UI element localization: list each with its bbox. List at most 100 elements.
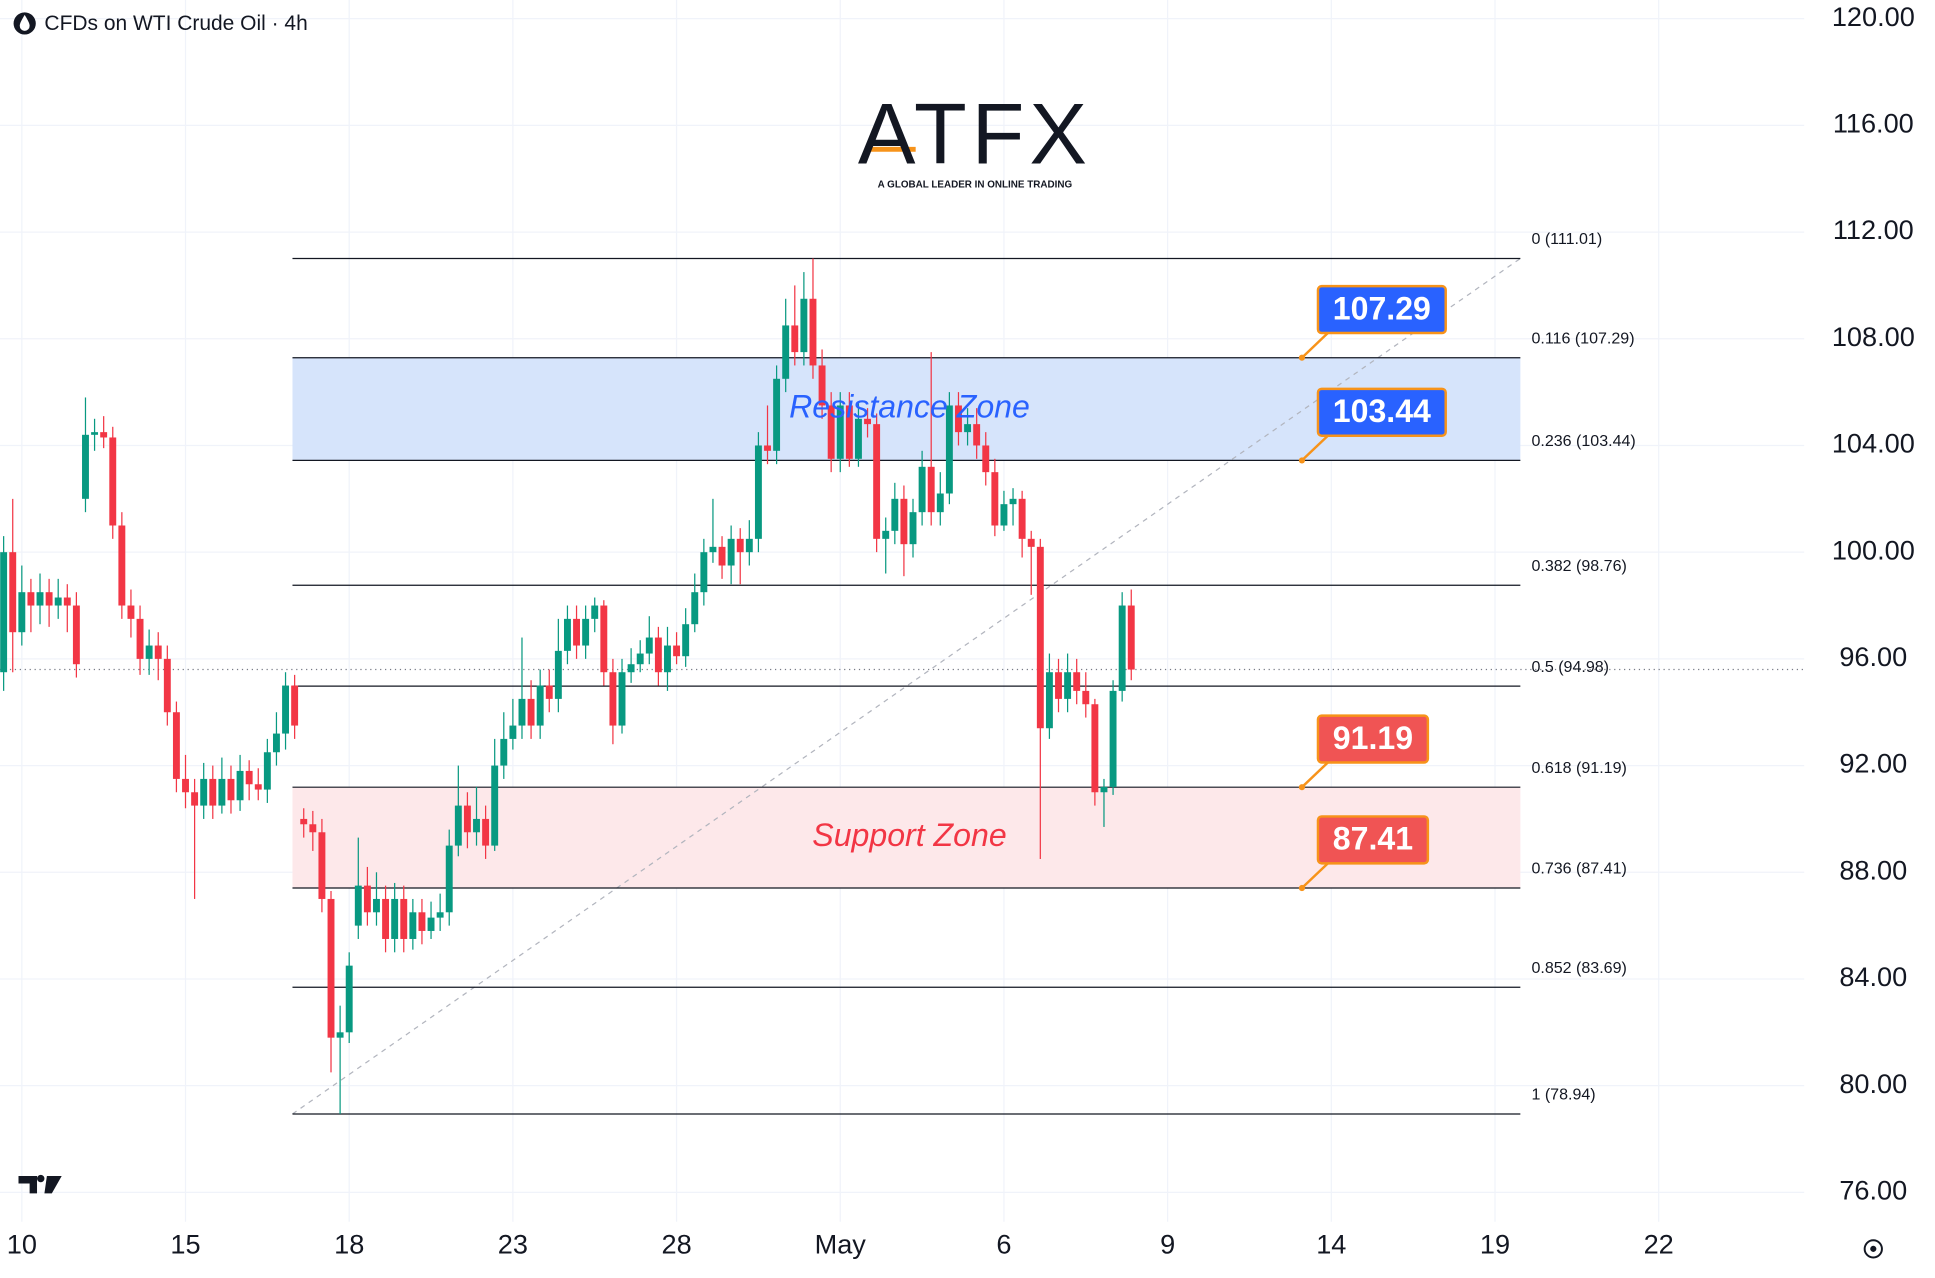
candle-body — [854, 418, 862, 459]
candle-body — [363, 885, 371, 913]
fib-label: 1 (78.94) — [1531, 1086, 1595, 1104]
fib-label: 0.116 (107.29) — [1531, 329, 1634, 347]
candle-body — [1018, 498, 1026, 539]
tag-pointer — [1301, 434, 1329, 462]
candle-body — [327, 898, 335, 1038]
candle-body — [209, 778, 217, 806]
price-tag — [1316, 284, 1447, 335]
candle-body — [418, 912, 426, 931]
candle-body — [200, 778, 208, 806]
candle-body — [536, 685, 544, 726]
candle-body — [973, 424, 981, 446]
x-tick-label: 10 — [7, 1229, 37, 1260]
candle-body — [27, 592, 35, 606]
x-tick-label: 14 — [1316, 1229, 1346, 1260]
tag-pointer — [1301, 332, 1329, 359]
candle-body — [700, 552, 708, 593]
candle-body — [218, 778, 226, 806]
candle-body — [718, 546, 726, 566]
candle-body — [1009, 498, 1017, 505]
candle-body — [827, 405, 835, 459]
candle-body — [682, 624, 690, 657]
y-tick-label: 80.00 — [1839, 1068, 1907, 1099]
tradingview-logo — [18, 1174, 62, 1194]
candle-body — [0, 552, 8, 673]
candle-body — [500, 738, 508, 766]
candle-body — [1073, 672, 1081, 691]
candle-body — [145, 645, 153, 659]
candle-body — [473, 818, 480, 833]
candle-body — [754, 445, 762, 539]
candle-body — [936, 493, 944, 513]
candle-body — [54, 597, 62, 606]
y-tick-label: 108.00 — [1832, 321, 1915, 352]
candle-body — [336, 1032, 344, 1038]
fib-label: 0.618 (91.19) — [1531, 759, 1626, 777]
candle-body — [773, 378, 781, 451]
candle-body — [609, 672, 617, 726]
candle-body — [72, 605, 80, 665]
candle-body — [745, 538, 753, 553]
candle-body — [1109, 690, 1117, 787]
candle-body — [636, 653, 644, 665]
y-tick-label: 104.00 — [1832, 428, 1915, 459]
candle-body — [491, 765, 499, 846]
candle-body — [354, 885, 362, 926]
candle-body — [18, 592, 26, 633]
y-tick-label: 92.00 — [1839, 748, 1907, 779]
y-tick-label: 100.00 — [1832, 534, 1915, 565]
candle-body — [463, 805, 471, 833]
fib-label: 0.5 (94.98) — [1531, 658, 1609, 676]
candle-body — [382, 898, 390, 939]
candles — [0, 258, 1135, 1114]
x-tick-label: May — [815, 1229, 867, 1260]
price-tag-label: 87.41 — [1333, 821, 1413, 857]
candle-body — [282, 685, 289, 734]
tag-anchor — [1298, 457, 1306, 464]
candle-body — [1055, 672, 1062, 699]
candle-body — [236, 770, 244, 801]
candle-body — [291, 685, 299, 726]
candle-body — [118, 525, 126, 606]
price-tag — [1316, 815, 1430, 865]
candle-body — [45, 592, 53, 606]
candle-body — [136, 618, 144, 659]
price-tag — [1316, 387, 1447, 437]
candle-body — [373, 898, 380, 913]
candle-body — [518, 698, 526, 726]
x-tick-label: 18 — [334, 1229, 364, 1260]
candle-body — [573, 618, 580, 646]
candle-body — [1127, 605, 1135, 670]
candle-body — [991, 472, 999, 526]
candle-body — [955, 405, 962, 433]
candle-body — [900, 498, 908, 545]
candle-body — [982, 445, 990, 473]
candle-body — [791, 325, 799, 353]
fib-trendline — [292, 257, 1521, 1115]
fibonacci: 0 (111.01) 0.116 (107.29) 0.236 (103.44) 0.… — [292, 230, 1636, 1115]
tag-pointer — [1301, 761, 1329, 789]
candle-body — [427, 917, 435, 931]
candle-body — [809, 298, 817, 366]
price-tag-label: 91.19 — [1333, 720, 1413, 756]
x-tick-label: 15 — [170, 1229, 200, 1260]
chart-title: CFDs on WTI Crude Oil · 4h — [44, 12, 307, 35]
candle-body — [836, 405, 844, 459]
candle-body — [172, 712, 180, 779]
candle-body — [36, 592, 44, 606]
fib-label: 0.852 (83.69) — [1531, 959, 1626, 977]
settings-icon[interactable] — [1863, 1239, 1883, 1259]
candle-body — [100, 432, 108, 438]
candle-body — [864, 418, 871, 425]
price-tags: Resistance Zone Support Zone 107.29 103.44 9… — [789, 284, 1447, 892]
candle-body — [673, 645, 681, 657]
settings-icon-dot[interactable] — [1870, 1245, 1877, 1252]
tag-anchor — [1298, 354, 1306, 361]
candle-body — [318, 832, 326, 899]
candle-body — [1027, 538, 1035, 547]
candle-body — [63, 597, 71, 606]
x-tick-label: 19 — [1480, 1229, 1510, 1260]
fib-label: 0.236 (103.44) — [1531, 432, 1635, 450]
candle-body — [891, 498, 899, 531]
